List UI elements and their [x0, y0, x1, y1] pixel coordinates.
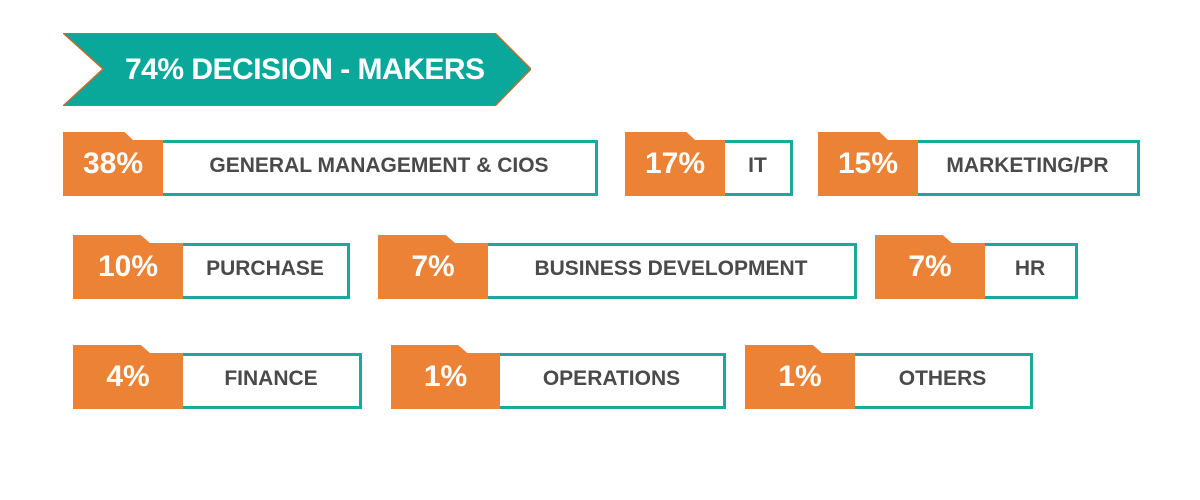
stat-percent: 38%	[63, 140, 163, 196]
stat-percent: 1%	[745, 353, 855, 409]
stat-label: FINANCE	[183, 353, 362, 409]
stat-item: 1% OTHERS	[745, 345, 1033, 409]
stat-percent: 7%	[378, 243, 488, 299]
stat-label: OPERATIONS	[500, 353, 726, 409]
stat-item: 7% BUSINESS DEVELOPMENT	[378, 235, 857, 299]
stat-item: 1% OPERATIONS	[391, 345, 726, 409]
stat-item: 17% IT	[625, 132, 793, 196]
header-banner: 74% DECISION - MAKERS	[63, 33, 531, 106]
stat-label: OTHERS	[855, 353, 1033, 409]
banner-title: 74% DECISION - MAKERS	[125, 53, 485, 86]
stat-item: 15% MARKETING/PR	[818, 132, 1140, 196]
stat-item: 38% GENERAL MANAGEMENT & CIOS	[63, 132, 598, 196]
stat-item: 10% PURCHASE	[73, 235, 350, 299]
stat-label: IT	[725, 140, 793, 196]
stat-percent: 17%	[625, 140, 725, 196]
stat-label: MARKETING/PR	[918, 140, 1140, 196]
stat-label: GENERAL MANAGEMENT & CIOS	[163, 140, 598, 196]
banner-arrow-shape	[63, 33, 531, 106]
stat-item: 7% HR	[875, 235, 1078, 299]
stat-percent: 7%	[875, 243, 985, 299]
stat-label: HR	[985, 243, 1078, 299]
stat-percent: 15%	[818, 140, 918, 196]
stat-percent: 1%	[391, 353, 500, 409]
stat-label: PURCHASE	[183, 243, 350, 299]
stat-percent: 4%	[73, 353, 183, 409]
stat-percent: 10%	[73, 243, 183, 299]
stat-label: BUSINESS DEVELOPMENT	[488, 243, 857, 299]
stat-item: 4% FINANCE	[73, 345, 362, 409]
